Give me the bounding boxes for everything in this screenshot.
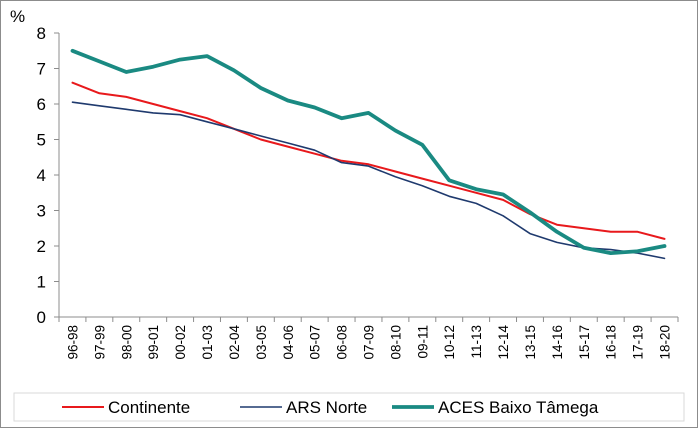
y-tick-label: 7 <box>37 60 46 79</box>
x-tick-label: 16-18 <box>604 325 619 360</box>
x-tick-label: 18-20 <box>658 325 673 360</box>
series-line-continente <box>71 81 666 240</box>
y-tick-label: 3 <box>37 202 46 221</box>
x-tick-label: 06-08 <box>335 325 350 360</box>
x-tick-label: 12-14 <box>496 325 511 360</box>
x-tick-label: 97-99 <box>92 325 107 360</box>
x-tick-label: 13-15 <box>523 325 538 360</box>
x-tick-label: 10-12 <box>442 325 457 360</box>
y-tick-label: 1 <box>37 273 46 292</box>
x-tick-label: 01-03 <box>200 325 215 360</box>
x-tick-label: 08-10 <box>388 325 403 360</box>
y-tick-label: 6 <box>37 95 46 114</box>
x-tick-label: 11-13 <box>469 325 484 359</box>
series-line-aces-baixo-tamega <box>70 48 667 256</box>
x-tick-label: 02-04 <box>227 325 242 360</box>
y-tick-label: 2 <box>37 237 46 256</box>
x-tick-label: 14-16 <box>550 325 565 360</box>
legend-label-ars-norte: ARS Norte <box>286 398 367 417</box>
plot-area: % 0 1 2 3 4 5 6 7 8 96-98 97-99 98-00 99-01 00-02 01-03… <box>10 7 679 360</box>
x-tick-label: 17-19 <box>631 325 646 360</box>
series-line-ars-norte <box>71 101 666 260</box>
x-tick-label: 09-11 <box>415 325 430 359</box>
y-tick-label: 0 <box>37 308 46 327</box>
x-tick-label: 07-09 <box>362 325 377 360</box>
x-tick-label: 15-17 <box>577 325 592 360</box>
y-tick-label: 5 <box>37 131 46 150</box>
x-tick-label: 00-02 <box>173 325 188 360</box>
x-tick-label: 96-98 <box>65 325 80 360</box>
y-axis-label: % <box>10 7 25 26</box>
x-tick-label: 04-06 <box>281 325 296 360</box>
legend-label-continente: Continente <box>108 398 190 417</box>
y-tick-label: 8 <box>37 24 46 43</box>
x-tick-label: 05-07 <box>308 325 323 360</box>
legend-label-aces-baixo-tamega: ACES Baixo Tâmega <box>438 398 599 417</box>
x-tick-label: 98-00 <box>119 325 134 360</box>
x-tick-label: 03-05 <box>254 325 269 360</box>
y-tick-label: 4 <box>37 166 46 185</box>
legend-box <box>13 392 685 422</box>
x-tick-label: 99-01 <box>146 325 161 360</box>
legend: Continente ARS Norte ACES Baixo Tâmega <box>13 392 685 422</box>
